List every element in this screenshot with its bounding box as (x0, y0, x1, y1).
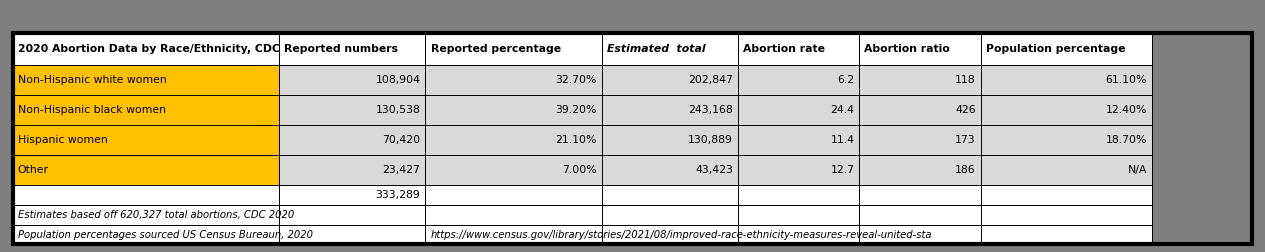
Text: 173: 173 (955, 135, 975, 145)
Text: 32.70%: 32.70% (555, 75, 596, 85)
Text: 2020 Abortion Data by Race/Ethnicity, CDC: 2020 Abortion Data by Race/Ethnicity, CD… (18, 44, 280, 54)
Bar (425, 185, 601, 205)
Bar (737, 205, 859, 225)
Text: Other: Other (18, 165, 49, 175)
Text: 12.7: 12.7 (830, 165, 854, 175)
Text: Non-Hispanic black women: Non-Hispanic black women (18, 105, 166, 115)
Bar (13, 65, 280, 95)
Bar (280, 205, 425, 225)
Text: 23,427: 23,427 (382, 165, 420, 175)
Bar (859, 33, 980, 65)
Text: 24.4: 24.4 (830, 105, 854, 115)
Bar (737, 225, 859, 244)
Text: 426: 426 (955, 105, 975, 115)
Bar (425, 95, 601, 125)
Bar (13, 125, 280, 155)
Bar (980, 33, 1152, 65)
Bar (980, 155, 1152, 185)
Bar (13, 205, 280, 225)
Text: 130,889: 130,889 (688, 135, 732, 145)
Text: 61.10%: 61.10% (1106, 75, 1147, 85)
Text: 130,538: 130,538 (376, 105, 420, 115)
Bar (737, 185, 859, 205)
Text: 7.00%: 7.00% (562, 165, 596, 175)
Text: 118: 118 (955, 75, 975, 85)
Text: Estimated  total: Estimated total (606, 44, 705, 54)
Bar (280, 65, 425, 95)
Text: 18.70%: 18.70% (1106, 135, 1147, 145)
Bar (980, 185, 1152, 205)
Bar (13, 33, 280, 65)
Bar (980, 125, 1152, 155)
Bar (980, 205, 1152, 225)
Text: Reported numbers: Reported numbers (285, 44, 398, 54)
Bar (601, 225, 737, 244)
Text: Abortion rate: Abortion rate (743, 44, 825, 54)
Bar (737, 155, 859, 185)
Bar (737, 95, 859, 125)
Bar (859, 95, 980, 125)
Bar (13, 225, 280, 244)
Text: 39.20%: 39.20% (555, 105, 596, 115)
Bar (601, 155, 737, 185)
Bar (980, 95, 1152, 125)
Text: Abortion ratio: Abortion ratio (864, 44, 950, 54)
Bar (601, 33, 737, 65)
Text: Population percentage: Population percentage (985, 44, 1126, 54)
Bar (737, 33, 859, 65)
Bar (13, 155, 280, 185)
Text: 70,420: 70,420 (382, 135, 420, 145)
Bar (601, 65, 737, 95)
Bar (425, 155, 601, 185)
Bar (859, 205, 980, 225)
Text: 333,289: 333,289 (376, 190, 420, 200)
Bar (280, 33, 425, 65)
Bar (425, 65, 601, 95)
Bar (425, 33, 601, 65)
Text: Population percentages sourced US Census Bureaun, 2020: Population percentages sourced US Census… (18, 230, 312, 240)
Bar (280, 185, 425, 205)
Text: 43,423: 43,423 (694, 165, 732, 175)
Bar (980, 65, 1152, 95)
Bar (280, 155, 425, 185)
Bar (280, 225, 425, 244)
Bar (13, 185, 280, 205)
Text: https://www.census.gov/library/stories/2021/08/improved-race-ethnicity-measures-: https://www.census.gov/library/stories/2… (430, 230, 932, 240)
Text: 108,904: 108,904 (376, 75, 420, 85)
Text: 243,168: 243,168 (688, 105, 732, 115)
Bar (601, 185, 737, 205)
Text: 6.2: 6.2 (837, 75, 854, 85)
Bar (280, 95, 425, 125)
Text: 12.40%: 12.40% (1106, 105, 1147, 115)
Bar (859, 185, 980, 205)
Text: 186: 186 (955, 165, 975, 175)
Text: 11.4: 11.4 (830, 135, 854, 145)
Bar (737, 65, 859, 95)
Bar (280, 125, 425, 155)
Bar (980, 225, 1152, 244)
Text: Non-Hispanic white women: Non-Hispanic white women (18, 75, 167, 85)
Text: 21.10%: 21.10% (555, 135, 596, 145)
Text: Estimates based off 620,327 total abortions, CDC 2020: Estimates based off 620,327 total aborti… (18, 210, 293, 220)
Bar (425, 225, 601, 244)
Bar (737, 125, 859, 155)
Text: Reported percentage: Reported percentage (430, 44, 560, 54)
Bar (859, 155, 980, 185)
Bar (601, 95, 737, 125)
Bar (425, 125, 601, 155)
Text: N/A: N/A (1127, 165, 1147, 175)
Bar (859, 225, 980, 244)
Bar (601, 125, 737, 155)
Bar (601, 205, 737, 225)
Bar (859, 125, 980, 155)
Text: 202,847: 202,847 (688, 75, 732, 85)
Bar (13, 33, 1252, 244)
Bar (13, 95, 280, 125)
Bar (425, 205, 601, 225)
Bar (859, 65, 980, 95)
Text: Hispanic women: Hispanic women (18, 135, 108, 145)
